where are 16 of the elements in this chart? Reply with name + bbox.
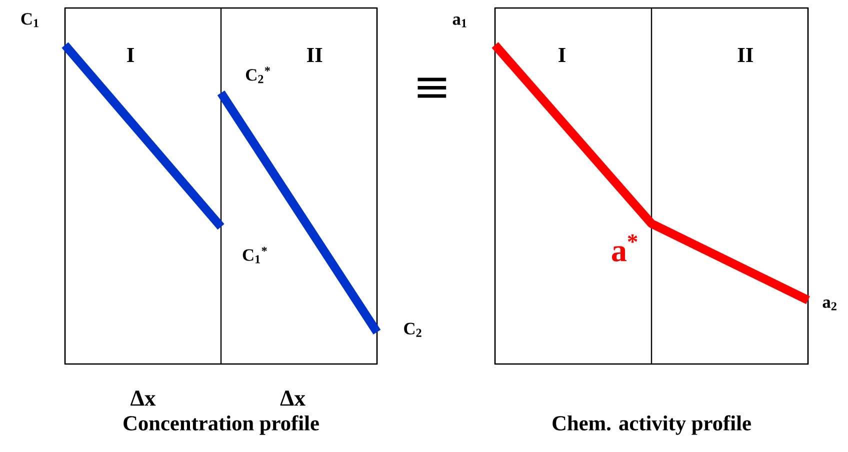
- text: Δx: [130, 390, 156, 406]
- annotation: I: [127, 48, 134, 62]
- text: C$_{1}$: [21, 13, 38, 28]
- annotation: C$_{1}$*: [242, 246, 267, 264]
- text: ≡: [418, 78, 446, 98]
- text: C$_{2}$: [404, 322, 422, 337]
- annotation: a$^{*}$: [612, 234, 638, 262]
- text: Δx: [280, 390, 306, 406]
- annotation: II: [738, 48, 753, 62]
- annotation: I: [558, 48, 566, 62]
- annotation: C$_{2}$*: [246, 66, 270, 84]
- text: Concentration profile: [124, 415, 319, 435]
- annotation: II: [307, 48, 322, 62]
- text: a$_{2}$: [822, 300, 836, 310]
- text: a$_{1}$: [452, 16, 466, 28]
- text: Chem. activity profile: [552, 415, 751, 435]
